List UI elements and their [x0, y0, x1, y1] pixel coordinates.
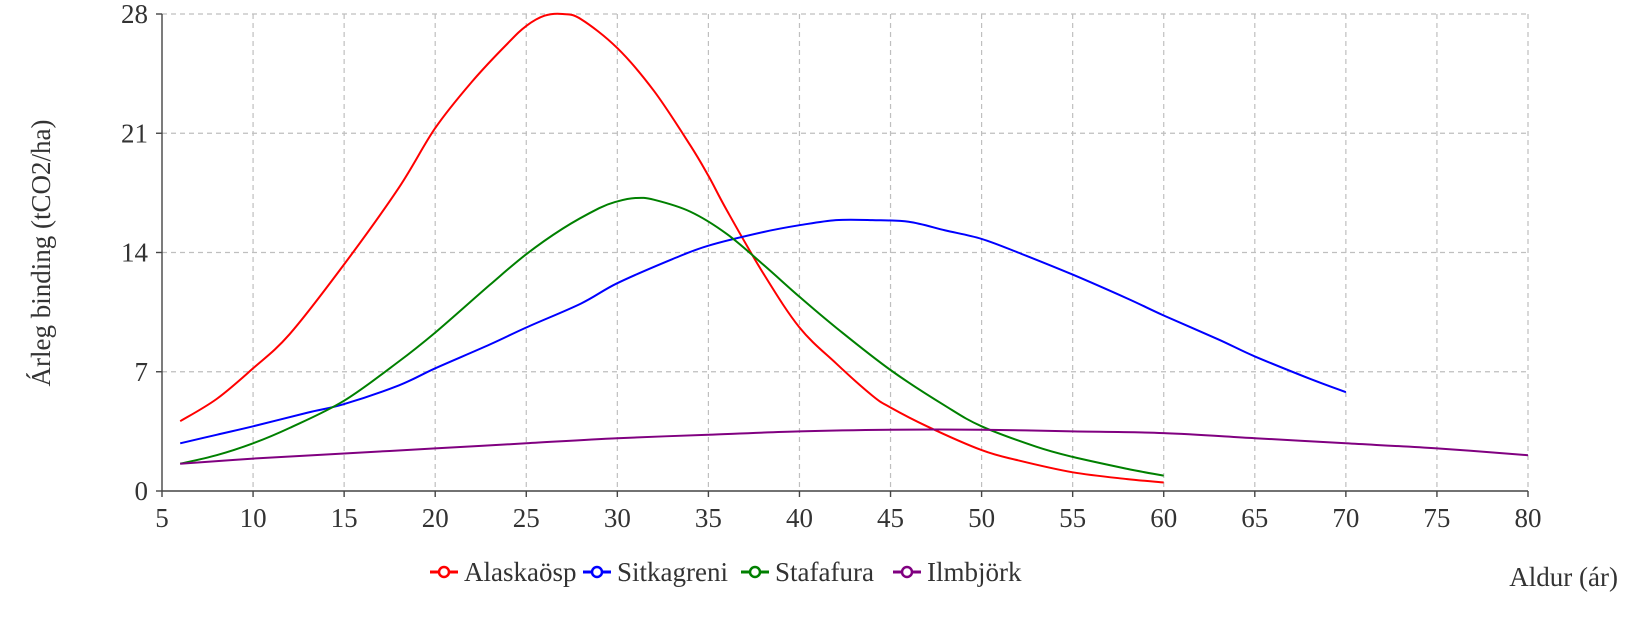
legend-marker-icon: [900, 565, 914, 579]
legend: Alaskaösp Sitkagreni Stafafura Ilmbjörk: [430, 557, 1022, 587]
y-tick-label: 14: [121, 238, 149, 268]
x-tick-label: 40: [786, 503, 813, 533]
grid: [162, 13, 1529, 491]
legend-label: Ilmbjörk: [927, 557, 1022, 587]
series-line: [179, 196, 1164, 477]
x-tick-label: 55: [1059, 503, 1086, 533]
legend-item: Alaskaösp: [430, 557, 576, 587]
y-tick-label: 7: [135, 357, 149, 387]
legend-marker-icon: [748, 565, 762, 579]
series: [179, 12, 1529, 484]
series-line: [179, 218, 1347, 445]
y-tick-label: 28: [121, 0, 148, 29]
legend-item: Stafafura: [741, 557, 874, 587]
series-line: [179, 12, 1164, 484]
x-axis-title: Aldur (ár): [1509, 562, 1618, 592]
legend-marker-icon: [437, 565, 451, 579]
y-axis-title: Árleg binding (tCO2/ha): [26, 120, 56, 387]
x-tick-label: 60: [1150, 503, 1177, 533]
legend-marker-icon: [590, 565, 604, 579]
x-tick-label: 5: [155, 503, 169, 533]
legend-label: Stafafura: [775, 557, 874, 587]
x-tick-label: 35: [695, 503, 722, 533]
legend-label: Sitkagreni: [617, 557, 728, 587]
y-tick-label: 21: [121, 118, 148, 148]
x-tick-label: 80: [1515, 503, 1542, 533]
x-tick-label: 25: [513, 503, 540, 533]
y-tick-label: 0: [135, 476, 149, 506]
x-tick-label: 20: [422, 503, 449, 533]
legend-item: Ilmbjörk: [893, 557, 1022, 587]
x-tick-label: 15: [331, 503, 358, 533]
x-tick-label: 45: [877, 503, 904, 533]
x-tick-label: 10: [240, 503, 267, 533]
series-line: [180, 428, 1529, 465]
legend-label: Alaskaösp: [464, 557, 576, 587]
ticks: 5 10 15 20 25 30 35 40 45 50 55 60 65 70 75 80 0 7 14 21 28: [121, 0, 1542, 533]
x-tick-label: 70: [1332, 503, 1359, 533]
x-tick-label: 50: [968, 503, 995, 533]
x-tick-label: 30: [604, 503, 631, 533]
legend-item: Sitkagreni: [583, 557, 728, 587]
x-tick-label: 75: [1423, 503, 1450, 533]
x-tick-label: 65: [1241, 503, 1268, 533]
